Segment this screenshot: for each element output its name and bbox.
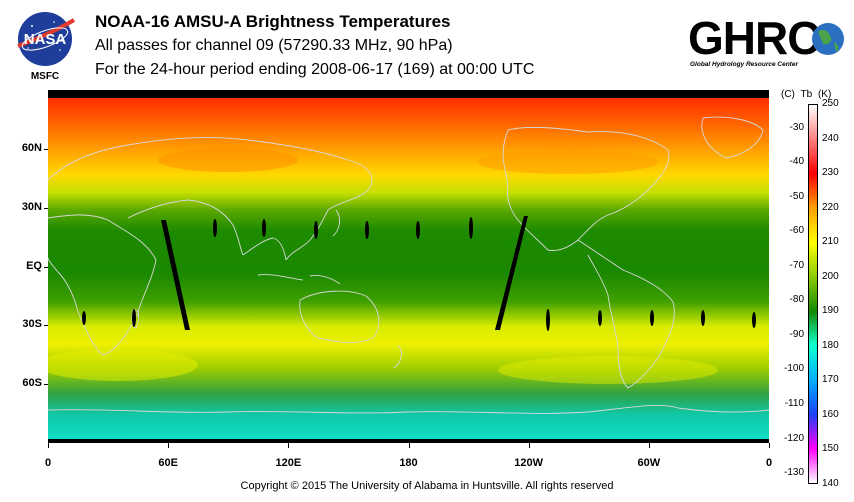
svg-text:GHRC: GHRC	[688, 12, 819, 62]
longitude-tick	[648, 443, 650, 448]
latitude-label: 30S	[22, 318, 42, 331]
latitude-label: 30N	[21, 200, 42, 213]
colorbar-kelvin-label: 140	[822, 478, 839, 489]
units-celsius: (C)	[781, 89, 795, 100]
copyright-text: Copyright © 2015 The University of Alaba…	[240, 480, 614, 492]
longitude-label: 120W	[514, 457, 544, 469]
svg-text:NASA: NASA	[24, 31, 67, 48]
nasa-logo: NASA MSFC	[14, 10, 76, 82]
period-subtitle: For the 24-hour period ending 2008-06-17…	[95, 61, 535, 78]
colorbar-celsius-label: -120	[783, 432, 804, 444]
latitude-label: 60S	[22, 377, 42, 390]
warm-patch	[498, 356, 718, 384]
channel-subtitle: All passes for channel 09 (57290.33 MHz,…	[95, 37, 453, 54]
temperature-field	[48, 90, 769, 443]
colorbar-celsius-label: -130	[783, 467, 804, 479]
colorbar-kelvin-label: 210	[822, 236, 839, 248]
nasa-meatball-icon: NASA	[17, 12, 76, 66]
longitude-label: 0	[765, 457, 773, 469]
colorbar-kelvin-label: 180	[822, 339, 839, 351]
colorbar-celsius-label: -100	[783, 363, 804, 375]
colorbar-kelvin-label: 220	[822, 201, 839, 213]
map-image	[38, 90, 770, 443]
longitude-label: 0	[44, 457, 52, 469]
colorbar-kelvin-label: 240	[822, 132, 839, 144]
longitude-tick	[408, 443, 410, 448]
units-tb: Tb	[800, 89, 813, 100]
colorbar-kelvin-label: 230	[822, 167, 839, 179]
latitude-tick	[44, 384, 48, 386]
latitude-tick	[44, 266, 48, 268]
colorbar-celsius-label: -90	[789, 328, 804, 340]
colorbar-kelvin-label: 190	[822, 305, 839, 317]
longitude-label: 60W	[637, 457, 661, 469]
longitude-label: 60E	[158, 457, 178, 469]
ghrc-globe-icon: GHRC	[688, 12, 844, 64]
latitude-label: EQ	[26, 259, 42, 272]
colorbar-celsius-label: -80	[789, 294, 804, 306]
longitude-tick	[769, 443, 770, 448]
longitude-label: 120E	[275, 457, 302, 469]
orbit-gaps	[82, 216, 756, 331]
brightness-temperature-map	[38, 90, 770, 443]
colorbar-celsius-label: -30	[789, 121, 804, 133]
colorbar-celsius-label: -60	[789, 225, 804, 237]
colorbar-kelvin-label: 150	[822, 443, 839, 455]
ghrc-logo: GHRC Global Hydrology Resource Center	[688, 12, 848, 76]
title-block: NOAA-16 AMSU-A Brightness Temperatures A…	[95, 10, 534, 82]
latitude-tick	[44, 148, 48, 150]
longitude-tick	[48, 443, 49, 448]
longitude-tick	[288, 443, 290, 448]
colorbar-kelvin-label: 170	[822, 374, 839, 386]
units-kelvin: (K)	[817, 89, 832, 100]
center-label: MSFC	[30, 71, 60, 82]
page-title: NOAA-16 AMSU-A Brightness Temperatures	[95, 12, 451, 31]
colorbar-kelvin-label: 160	[822, 408, 839, 420]
colorbar-celsius-label: -50	[789, 190, 804, 202]
latitude-label: 60N	[21, 141, 42, 154]
colorbar	[808, 104, 818, 484]
longitude-tick	[168, 443, 170, 448]
colorbar-celsius-label: -40	[789, 156, 804, 168]
colorbar-kelvin-label: 250	[822, 98, 839, 109]
colorbar-celsius-label: -70	[789, 259, 804, 271]
colorbar-units: (C) Tb (K)	[781, 89, 834, 100]
warm-patch	[158, 148, 298, 172]
warm-patch	[38, 349, 198, 381]
colorbar-celsius-label: -110	[784, 398, 804, 410]
no-data-band-bottom	[48, 439, 769, 443]
warm-patch	[478, 150, 658, 174]
latitude-tick	[44, 325, 48, 327]
no-data-band-top	[48, 90, 769, 98]
latitude-tick	[44, 207, 48, 209]
longitude-label: 180	[399, 457, 418, 469]
longitude-tick	[528, 443, 530, 448]
colorbar-kelvin-label: 200	[822, 270, 839, 282]
ghrc-subtitle: Global Hydrology Resource Center	[690, 61, 798, 68]
